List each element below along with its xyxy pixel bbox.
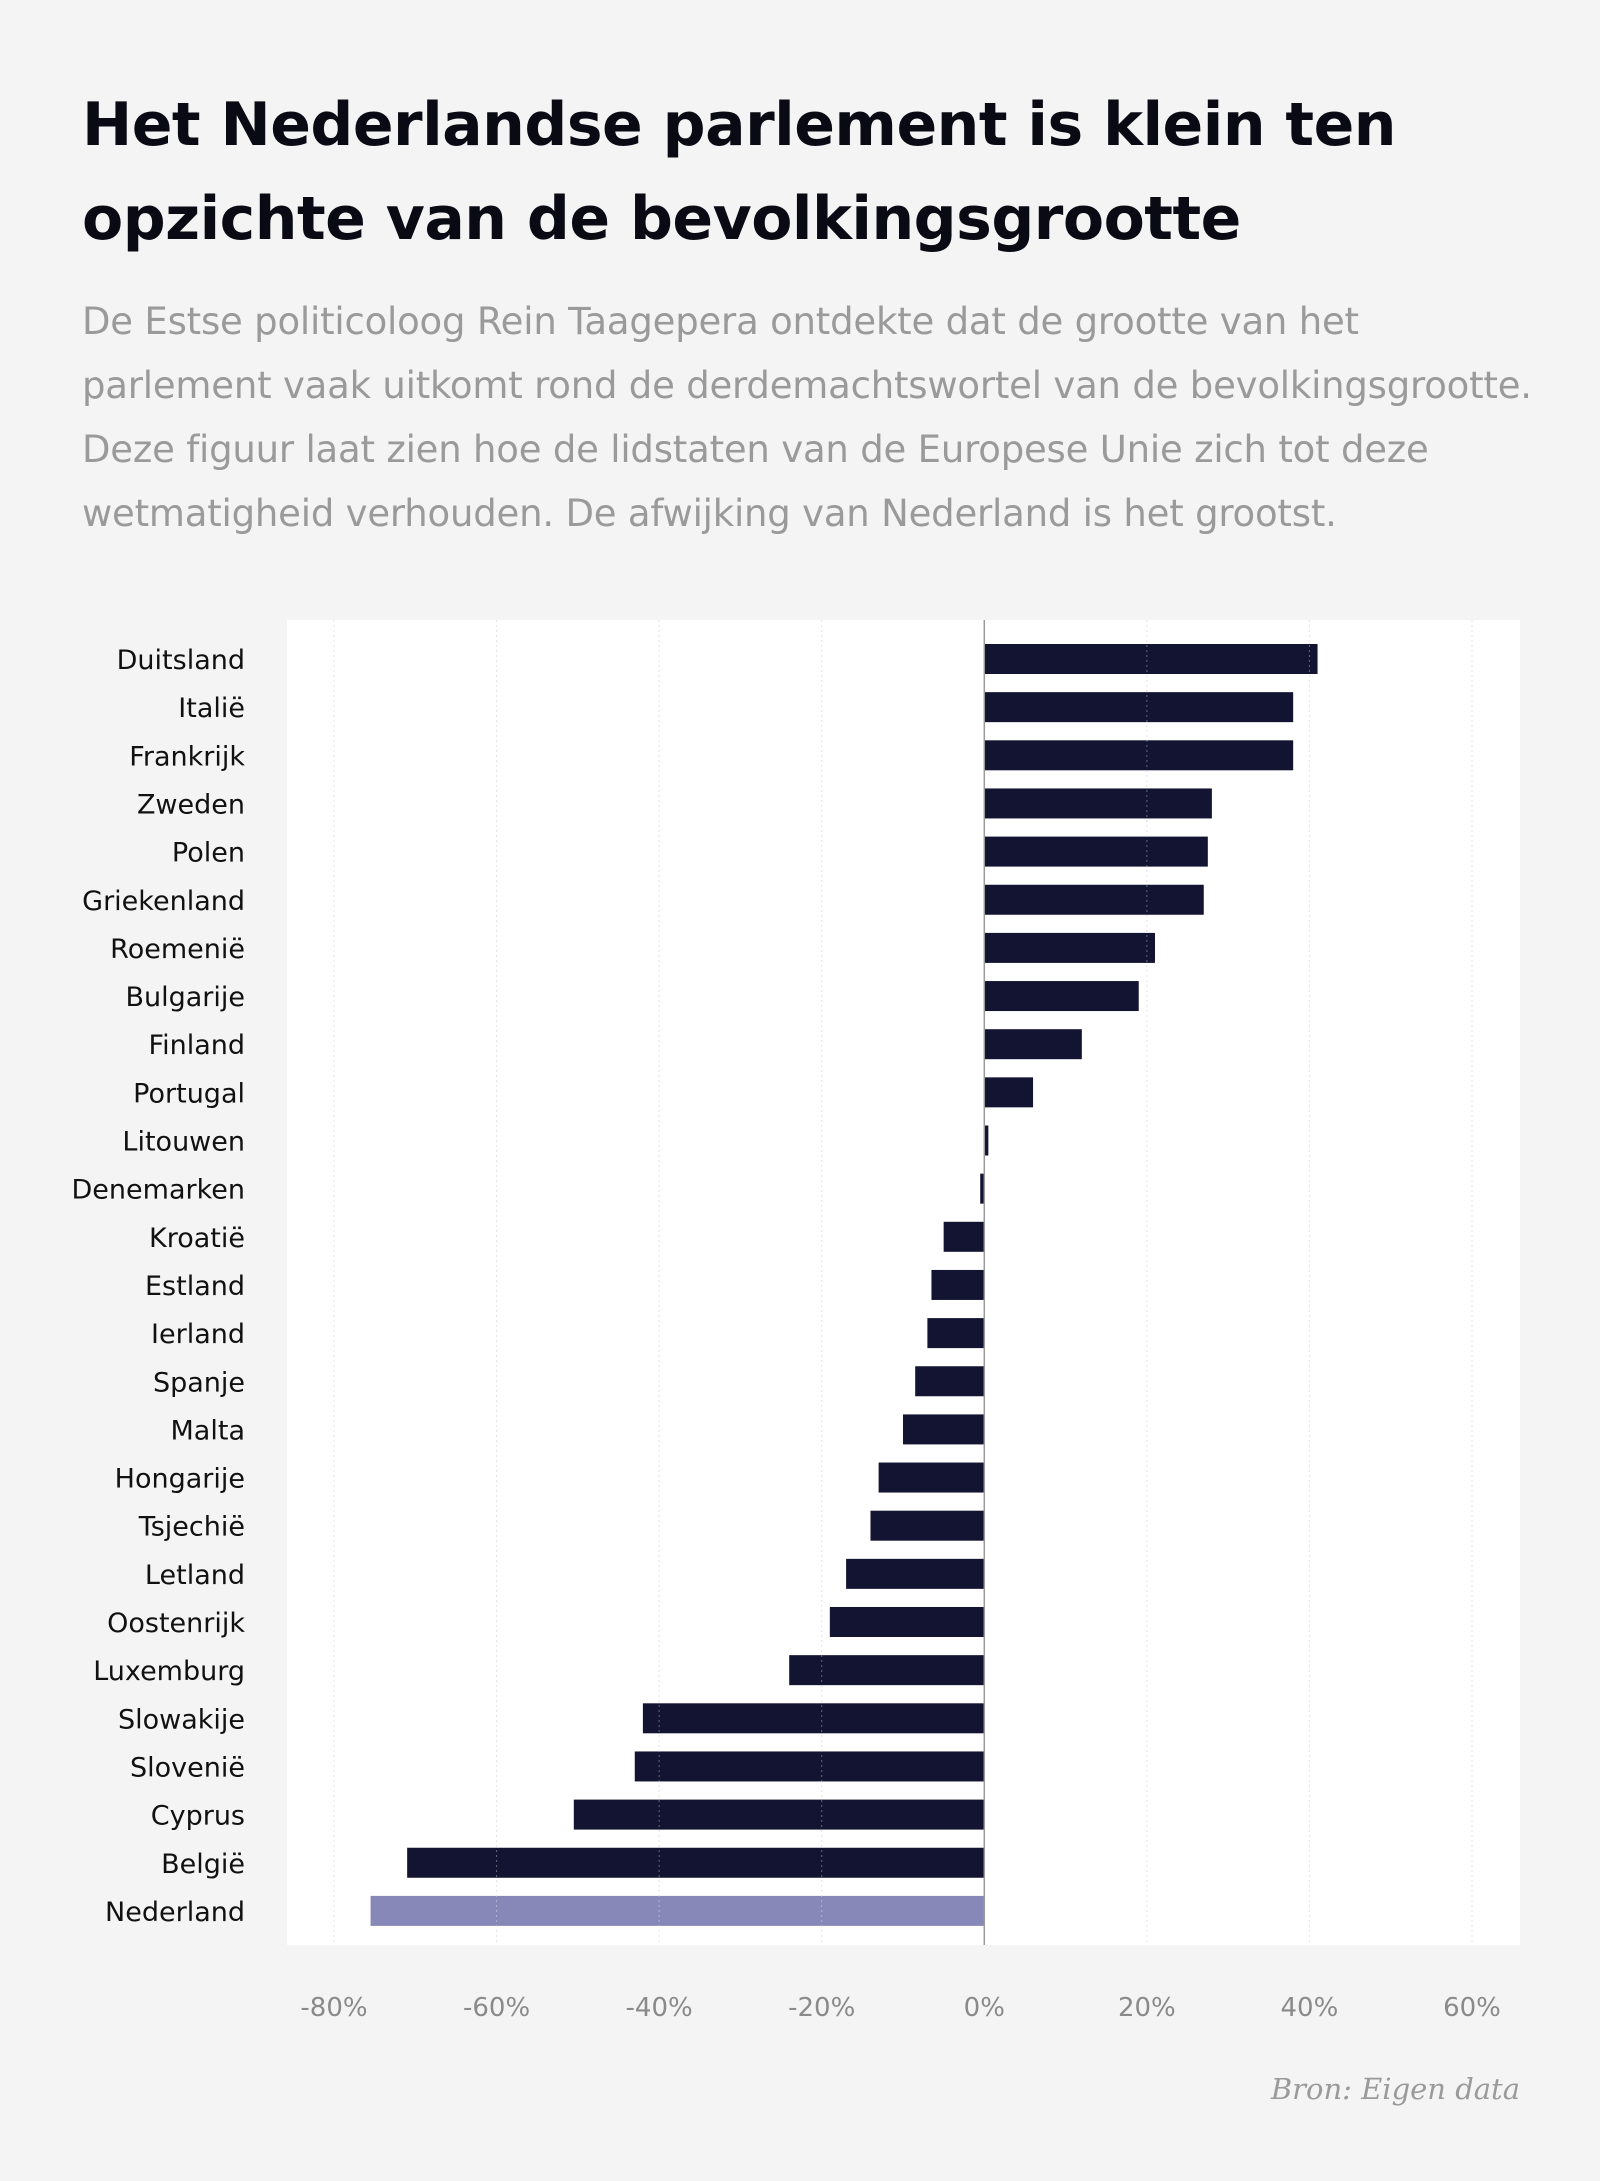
chart-title: Het Nederlandse parlement is klein ten o… [82,90,1397,254]
category-label: Hongarije [115,1464,245,1495]
bar-22 [642,1703,985,1734]
category-label: Slowakije [118,1704,245,1735]
category-label: Ierland [151,1319,245,1350]
category-label: Estland [145,1271,245,1302]
category-label: Malta [171,1415,245,1446]
source-note: Bron: Eigen data [1270,2072,1520,2106]
bar-21 [789,1655,985,1686]
x-tick-label: 20% [1118,1993,1176,2023]
category-label: Denemarken [72,1175,245,1206]
category-label: Italië [178,693,245,724]
category-label: Letland [145,1560,245,1591]
x-tick-label: 60% [1443,1993,1501,2023]
bar-5 [984,884,1204,915]
x-tick-label: -80% [300,1993,367,2023]
bar-24 [573,1799,985,1830]
category-label: Slovenië [130,1752,245,1783]
bar-19 [846,1558,985,1589]
category-label: België [161,1849,245,1880]
bar-23 [634,1751,985,1782]
x-tick-label: -40% [626,1993,693,2023]
category-label: Roemenië [110,934,245,965]
category-label: Frankrijk [129,741,245,772]
bar-26 [370,1895,985,1926]
x-tick-label: -60% [463,1993,530,2023]
bar-25 [407,1847,985,1878]
bar-15 [915,1366,985,1397]
category-label: Nederland [105,1897,245,1928]
category-label: Spanje [153,1367,245,1398]
bar-8 [984,1029,1082,1060]
category-label: Finland [149,1030,245,1061]
x-tick-label: 40% [1281,1993,1339,2023]
plot-background [287,620,1520,1945]
bar-12 [943,1221,985,1252]
tick-labels: -80% -60% -40% -20% 0% 20% 40% 60% [300,1993,1500,2023]
bar-1 [984,692,1294,723]
category-label: Oostenrijk [107,1608,245,1639]
x-tick-label: 0% [964,1993,1005,2023]
bar-3 [984,788,1212,819]
category-label: Kroatië [149,1223,245,1254]
category-label: Zweden [137,789,245,820]
category-label: Cyprus [151,1801,245,1832]
category-labels: Duitsland Italië Frankrijk Zweden Polen Griek… [72,645,246,1928]
bar-4 [984,836,1208,867]
bar-9 [984,1077,1034,1108]
zero-line [333,620,1473,1945]
category-label: Litouwen [122,1127,245,1158]
bar-13 [931,1269,985,1300]
category-label: Griekenland [82,886,245,917]
bar-0 [984,644,1318,674]
bar-14 [927,1318,985,1349]
category-label: Tsjechië [138,1512,245,1543]
category-label: Portugal [133,1078,245,1109]
bar-2 [984,740,1294,771]
x-tick-label: -20% [788,1993,855,2023]
category-label: Bulgarije [125,982,245,1013]
bars [370,644,1318,1926]
chart-subtitle: De Estse politicoloog Rein Taagepera ont… [82,300,1532,535]
category-label: Duitsland [117,645,245,676]
category-label: Luxemburg [93,1656,245,1687]
category-label: Polen [172,838,245,869]
bar-20 [829,1607,985,1637]
bar-10 [984,1125,989,1156]
bar-17 [878,1462,985,1493]
bar-18 [870,1510,985,1541]
bar-16 [903,1414,985,1445]
bar-11 [980,1173,985,1204]
bar-7 [984,981,1139,1012]
bar-6 [984,932,1155,963]
